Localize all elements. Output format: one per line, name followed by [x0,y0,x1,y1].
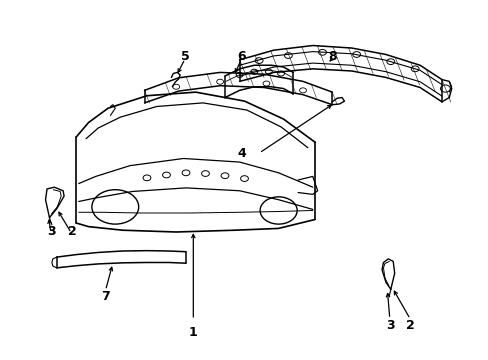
Text: 1: 1 [188,326,197,339]
Text: 3: 3 [386,319,394,332]
Text: 6: 6 [237,50,246,63]
Text: 7: 7 [101,290,110,303]
Text: 3: 3 [47,225,56,238]
Text: 4: 4 [237,147,246,159]
Text: 2: 2 [405,319,414,332]
Text: 8: 8 [327,50,336,63]
Text: 5: 5 [180,50,189,63]
Text: 2: 2 [68,225,77,238]
